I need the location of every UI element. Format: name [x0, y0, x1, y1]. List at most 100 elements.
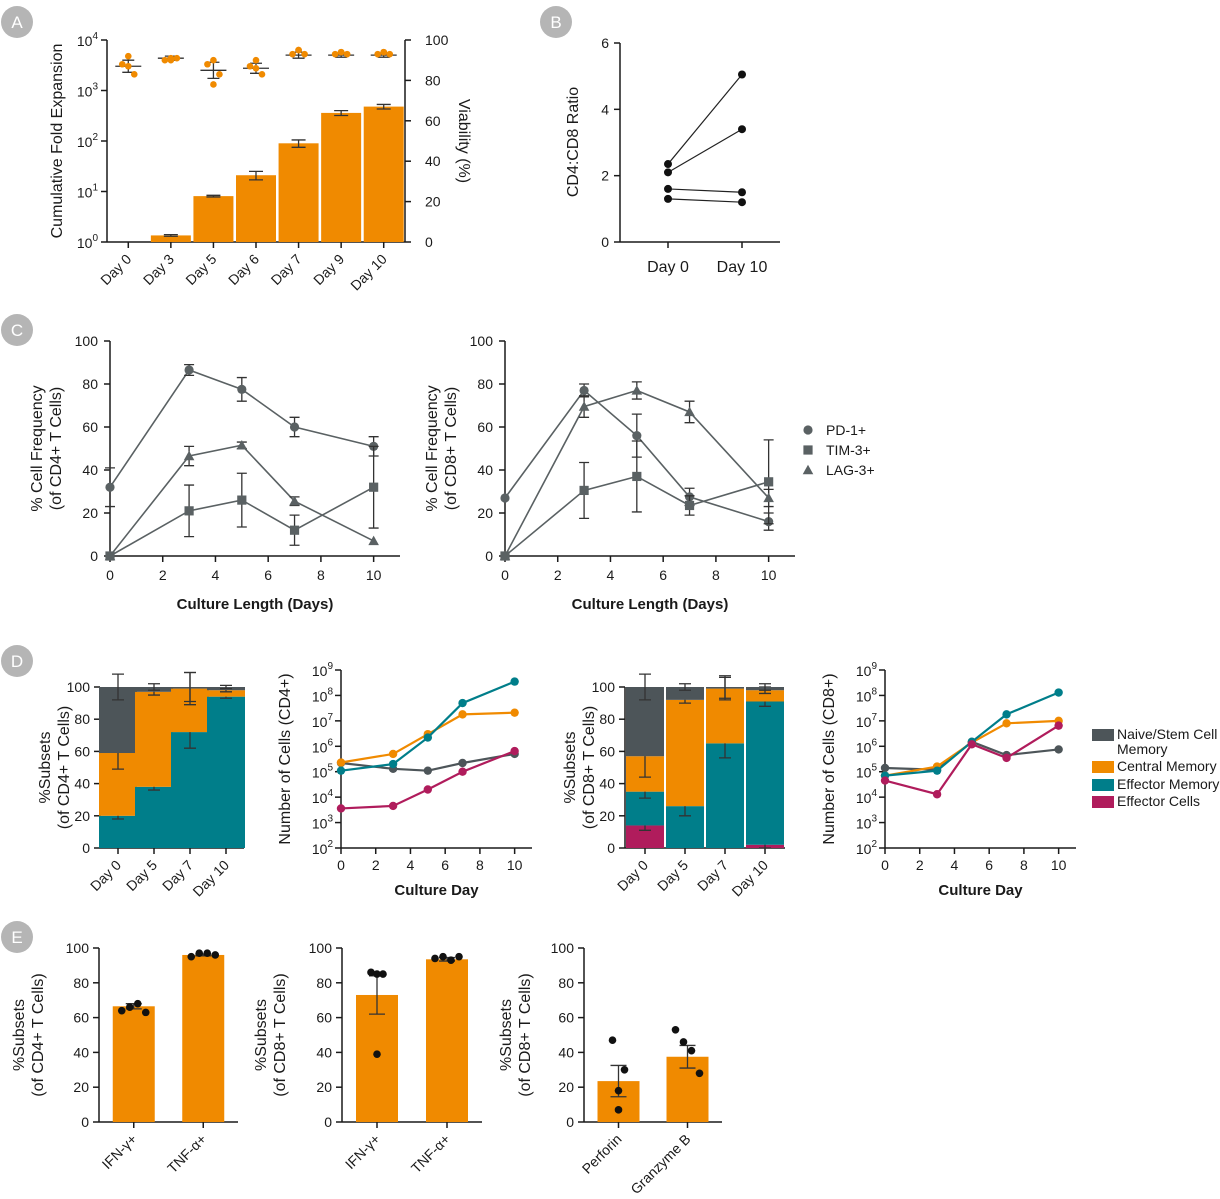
- legend-d-label: Central Memory: [1117, 758, 1217, 774]
- d2-point: [336, 766, 346, 775]
- b-y-tick-label: 2: [601, 168, 609, 184]
- c2-marker: [578, 401, 590, 411]
- d1-segment-error: [184, 671, 196, 703]
- a-y-tick-label: 103: [77, 82, 99, 100]
- d2-x-axis-title: Culture Day: [394, 882, 479, 899]
- e2-point: [373, 970, 381, 978]
- e1-y-tick-label: 0: [81, 1114, 89, 1130]
- b-point-day10: [738, 70, 746, 79]
- d4-point: [880, 763, 890, 773]
- e3-y-axis-title-2: (of CD8+ T Cells): [517, 973, 534, 1096]
- c1-y-axis-title: % Cell Frequency: [29, 385, 46, 511]
- e1-y-tick-label: 100: [66, 940, 90, 956]
- a-viability-point: [216, 71, 223, 78]
- d4-y-tick-label: 107: [856, 712, 878, 730]
- c1-marker: [289, 422, 300, 432]
- c2-y-axis-title-2: (of CD8+ T Cells): [443, 387, 460, 510]
- legend-d-swatch: [1092, 761, 1114, 773]
- d4-y-tick-label: 104: [856, 788, 878, 806]
- panel-badge-e: [1, 921, 33, 953]
- e1-y-axis-title: %Subsets: [11, 999, 28, 1071]
- b-point-day10: [738, 125, 746, 134]
- d4-y-tick-label: 106: [856, 737, 878, 755]
- legend-d-swatch: [1092, 796, 1114, 808]
- d3-segment-error: [679, 683, 691, 691]
- a-y2-tick-label: 60: [425, 113, 441, 129]
- d1-x-tick-label: Day 5: [123, 857, 160, 894]
- d1-y-axis-title: %Subsets: [37, 731, 54, 803]
- a-y2-axis-title: Viability (%): [455, 99, 472, 183]
- d3-y-tick-label: 100: [592, 679, 616, 695]
- b-y-tick-label: 6: [601, 35, 609, 51]
- e3-y-tick-label: 20: [558, 1079, 574, 1095]
- e2-y-axis-title: %Subsets: [253, 999, 270, 1071]
- e2-point: [379, 970, 387, 978]
- e1-y-tick-label: 80: [73, 975, 89, 991]
- b-pair-line: [667, 128, 743, 173]
- e2-x-tick-label: TNF-α+: [408, 1131, 453, 1176]
- e2-point: [455, 952, 463, 961]
- a-viability-point: [210, 81, 217, 88]
- a-bar-error: [163, 233, 178, 237]
- b-point-day0: [664, 194, 672, 203]
- c1-x-axis-title: Culture Length (Days): [177, 596, 334, 613]
- c2-y-tick-label: 0: [485, 548, 493, 564]
- d4-point: [967, 740, 977, 749]
- c1-marker: [237, 495, 247, 505]
- a-bar-error: [376, 103, 391, 110]
- a-viability-point: [204, 60, 211, 68]
- d1-y-tick-label: 100: [67, 679, 91, 695]
- a-viability-point: [380, 48, 388, 56]
- c1-y-tick-label: 40: [82, 462, 98, 478]
- d2-y-tick-label: 109: [312, 661, 334, 679]
- e3-y-tick-label: 100: [551, 940, 575, 956]
- d2-point: [510, 708, 519, 717]
- a-x-tick-label: Day 5: [182, 251, 219, 288]
- a-x-tick-label: Day 6: [225, 251, 262, 288]
- d1-x-tick-label: Day 10: [189, 857, 232, 900]
- d2-point: [336, 804, 346, 813]
- d2-point: [423, 785, 433, 794]
- e2-y-tick-label: 0: [324, 1114, 332, 1130]
- a-viability-point: [252, 64, 260, 72]
- c1-x-tick-label: 10: [366, 567, 382, 583]
- c1-y-axis-title-2: (of CD4+ T Cells): [48, 387, 65, 510]
- c1-y-tick-label: 100: [75, 333, 99, 349]
- d2-point: [388, 801, 398, 811]
- d2-x-tick-label: 2: [372, 857, 380, 873]
- d4-point: [1002, 753, 1011, 763]
- e1-point: [141, 1008, 150, 1017]
- a-x-tick-label: Day 0: [97, 251, 134, 288]
- e3-y-tick-label: 40: [558, 1044, 574, 1060]
- c1-x-tick-label: 6: [264, 567, 272, 583]
- d4-point: [1054, 745, 1063, 754]
- a-y-axis-title: Cumulative Fold Expansion: [49, 44, 66, 239]
- c1-y-tick-label: 0: [90, 548, 98, 564]
- d3-x-tick-label: Day 0: [614, 857, 651, 894]
- d4-y-tick-label: 103: [856, 814, 878, 832]
- d3-y-tick-label: 40: [599, 776, 615, 792]
- d1-y-axis-title-2: (of CD4+ T Cells): [56, 706, 73, 829]
- c1-marker: [289, 495, 300, 506]
- d4-point: [932, 766, 942, 775]
- e1-y-tick-label: 60: [73, 1010, 89, 1026]
- a-viability-point: [331, 50, 339, 58]
- c1-x-tick-label: 0: [106, 567, 114, 583]
- panel-badge-a: [1, 6, 33, 38]
- c2-marker: [684, 500, 695, 511]
- c1-marker: [184, 365, 194, 375]
- a-x-tick-label: Day 9: [310, 251, 347, 288]
- c1-marker: [104, 550, 116, 561]
- d3-x-tick-label: Day 10: [728, 857, 771, 900]
- a-y2-tick-label: 0: [425, 234, 433, 250]
- e3-y-tick-label: 60: [558, 1010, 574, 1026]
- a-bar: [321, 112, 362, 242]
- e1-bar: [182, 954, 225, 1122]
- c2-marker: [632, 431, 642, 441]
- d2-y-axis-title: Number of Cells (CD4+): [277, 673, 294, 844]
- e1-point: [211, 951, 220, 959]
- d4-x-tick-label: 4: [951, 857, 959, 873]
- e2-point: [447, 956, 455, 964]
- e3-y-tick-label: 0: [566, 1114, 574, 1130]
